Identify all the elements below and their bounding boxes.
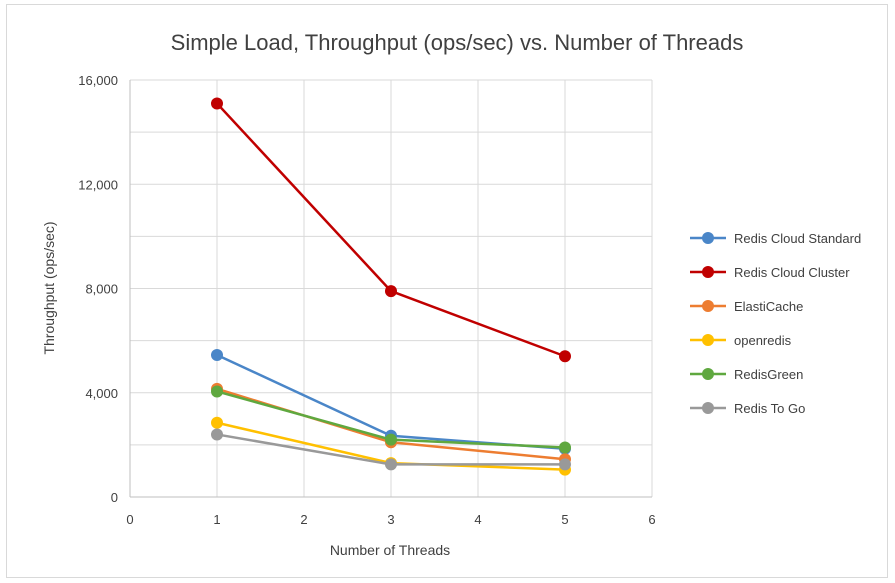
legend: Redis Cloud Standard Redis Cloud Cluster E…: [690, 231, 861, 416]
legend-marker: [702, 368, 714, 380]
series: [211, 428, 571, 471]
legend-marker: [702, 334, 714, 346]
y-tick-label: 16,000: [78, 73, 118, 88]
legend-marker: [702, 300, 714, 312]
x-tick-label: 6: [648, 512, 655, 527]
y-axis-ticks: 0 4,000 8,000 12,000 16,000: [78, 73, 118, 505]
legend-item: ElastiCache: [690, 299, 803, 314]
series-layer: [211, 97, 571, 476]
legend-item: Redis Cloud Cluster: [690, 265, 850, 280]
legend-marker: [702, 402, 714, 414]
legend-label: Redis To Go: [734, 401, 805, 416]
data-point: [385, 433, 397, 446]
data-point: [559, 350, 571, 363]
data-point: [385, 285, 397, 298]
x-tick-label: 2: [300, 512, 307, 527]
legend-marker: [702, 266, 714, 278]
data-point: [385, 458, 397, 471]
legend-item: Redis To Go: [690, 401, 805, 416]
data-point: [211, 428, 223, 441]
x-tick-label: 4: [474, 512, 481, 527]
legend-item: RedisGreen: [690, 367, 803, 382]
legend-item: Redis Cloud Standard: [690, 231, 861, 246]
chart-frame: [6, 4, 888, 578]
x-tick-label: 0: [126, 512, 133, 527]
y-axis-title: Throughput (ops/sec): [41, 221, 57, 354]
data-point: [211, 348, 223, 361]
series: [211, 97, 571, 363]
legend-label: Redis Cloud Cluster: [734, 265, 850, 280]
data-point: [211, 97, 223, 110]
y-tick-label: 0: [111, 490, 118, 505]
data-point: [559, 458, 571, 471]
y-tick-label: 4,000: [85, 386, 118, 401]
x-tick-label: 1: [213, 512, 220, 527]
legend-label: openredis: [734, 333, 792, 348]
x-axis-title: Number of Threads: [330, 542, 450, 558]
legend-label: RedisGreen: [734, 367, 803, 382]
data-point: [211, 385, 223, 398]
legend-label: ElastiCache: [734, 299, 803, 314]
axes: [129, 80, 652, 498]
y-tick-label: 12,000: [78, 177, 118, 192]
y-tick-label: 8,000: [85, 282, 118, 297]
legend-item: openredis: [690, 333, 792, 348]
data-point: [559, 441, 571, 454]
x-axis-ticks: 0 1 2 3 4 5 6: [126, 512, 655, 527]
legend-label: Redis Cloud Standard: [734, 231, 861, 246]
legend-marker: [702, 232, 714, 244]
chart-title: Simple Load, Throughput (ops/sec) vs. Nu…: [171, 30, 744, 55]
data-point: [211, 416, 223, 429]
x-tick-label: 3: [387, 512, 394, 527]
series: [211, 385, 571, 454]
x-tick-label: 5: [561, 512, 568, 527]
